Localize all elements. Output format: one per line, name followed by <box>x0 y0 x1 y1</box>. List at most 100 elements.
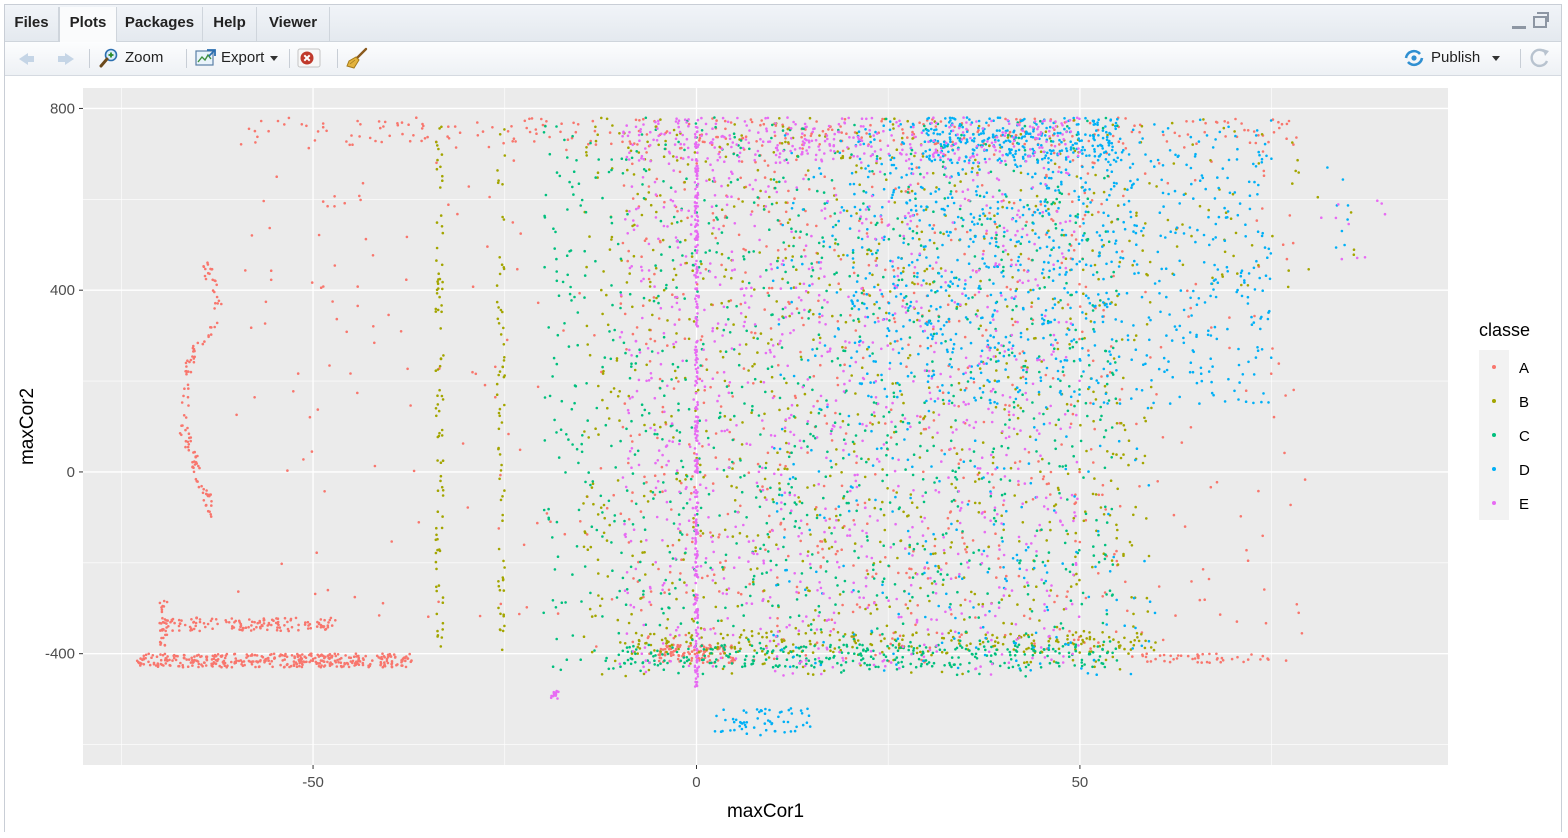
data-point <box>817 241 821 245</box>
data-point <box>1103 466 1107 470</box>
export-button[interactable]: Export <box>195 47 279 69</box>
data-point <box>745 636 748 640</box>
data-point <box>828 633 832 637</box>
data-point <box>976 130 979 134</box>
clear-all-button[interactable] <box>346 47 368 69</box>
data-point <box>168 663 171 667</box>
tab-help[interactable]: Help <box>203 7 257 41</box>
data-point <box>1215 337 1219 341</box>
data-point <box>941 583 945 586</box>
data-point <box>649 632 652 636</box>
data-point <box>588 235 591 238</box>
data-point <box>1257 162 1261 165</box>
data-point <box>1245 548 1248 552</box>
data-point <box>334 661 338 664</box>
data-point <box>1128 540 1132 544</box>
data-point <box>680 558 683 561</box>
data-point <box>949 602 952 606</box>
data-point <box>855 212 858 215</box>
data-point <box>929 322 933 325</box>
data-point <box>610 598 614 601</box>
data-point <box>267 129 270 133</box>
tab-plots[interactable]: Plots <box>59 7 117 42</box>
data-point <box>631 224 634 228</box>
data-point <box>1048 137 1052 140</box>
data-point <box>555 279 559 283</box>
data-point <box>843 579 847 583</box>
data-point <box>638 639 641 643</box>
data-point <box>499 602 503 606</box>
data-point <box>714 432 718 435</box>
data-point <box>600 597 604 601</box>
data-point <box>1054 423 1058 427</box>
forward-arrow-icon[interactable] <box>58 53 74 65</box>
data-point <box>237 590 240 593</box>
tab-viewer[interactable]: Viewer <box>257 7 330 41</box>
data-point <box>669 652 672 655</box>
minimize-icon[interactable] <box>1511 18 1527 30</box>
data-point <box>709 566 712 570</box>
data-point <box>570 299 573 302</box>
data-point <box>828 283 831 287</box>
data-point <box>691 475 694 478</box>
data-point <box>761 649 764 653</box>
data-point <box>670 414 673 418</box>
data-point <box>164 662 168 665</box>
maximize-icon[interactable] <box>1533 12 1549 28</box>
data-point <box>446 135 449 138</box>
data-point <box>716 242 719 245</box>
data-point <box>562 329 565 332</box>
data-point <box>279 629 283 632</box>
data-point <box>739 476 742 479</box>
data-point <box>180 433 183 437</box>
x-tick-label: 50 <box>1072 774 1089 791</box>
data-point <box>860 291 864 295</box>
publish-button[interactable]: Publish <box>1403 47 1501 69</box>
data-point <box>907 356 910 360</box>
data-point <box>1287 119 1291 123</box>
tab-packages[interactable]: Packages <box>117 7 203 41</box>
data-point <box>762 427 765 430</box>
data-point <box>1046 201 1049 204</box>
data-point <box>763 496 767 499</box>
data-point <box>922 129 925 132</box>
data-point <box>719 632 723 636</box>
data-point <box>765 651 769 655</box>
data-point <box>161 620 165 624</box>
data-point <box>1144 639 1147 643</box>
data-point <box>677 538 681 542</box>
data-point <box>1009 288 1012 291</box>
data-point <box>668 645 672 648</box>
data-point <box>1017 268 1020 272</box>
data-point <box>663 394 666 398</box>
remove-plot-button[interactable] <box>297 47 321 69</box>
data-point <box>202 661 206 664</box>
data-point <box>595 645 598 648</box>
data-point <box>696 290 699 293</box>
data-point <box>1016 416 1020 420</box>
data-point <box>1144 222 1147 225</box>
data-point <box>783 502 787 506</box>
data-point <box>1042 318 1046 322</box>
tab-files[interactable]: Files <box>5 7 59 41</box>
back-arrow-icon[interactable] <box>19 53 34 65</box>
data-point <box>744 315 748 319</box>
data-point <box>868 663 872 667</box>
data-point <box>959 644 962 647</box>
data-point <box>817 604 821 608</box>
data-point <box>1024 632 1028 635</box>
data-point <box>974 480 977 483</box>
data-point <box>720 252 724 256</box>
data-point <box>748 147 751 151</box>
zoom-button[interactable]: Zoom <box>99 47 163 69</box>
data-point <box>1131 655 1134 658</box>
data-point <box>757 414 761 417</box>
data-point <box>233 652 236 656</box>
data-point <box>936 385 939 389</box>
data-point <box>185 365 188 368</box>
refresh-button[interactable] <box>1529 47 1551 69</box>
data-point <box>1041 457 1044 461</box>
data-point <box>1088 631 1091 634</box>
data-point <box>735 486 738 489</box>
data-point <box>390 665 394 668</box>
